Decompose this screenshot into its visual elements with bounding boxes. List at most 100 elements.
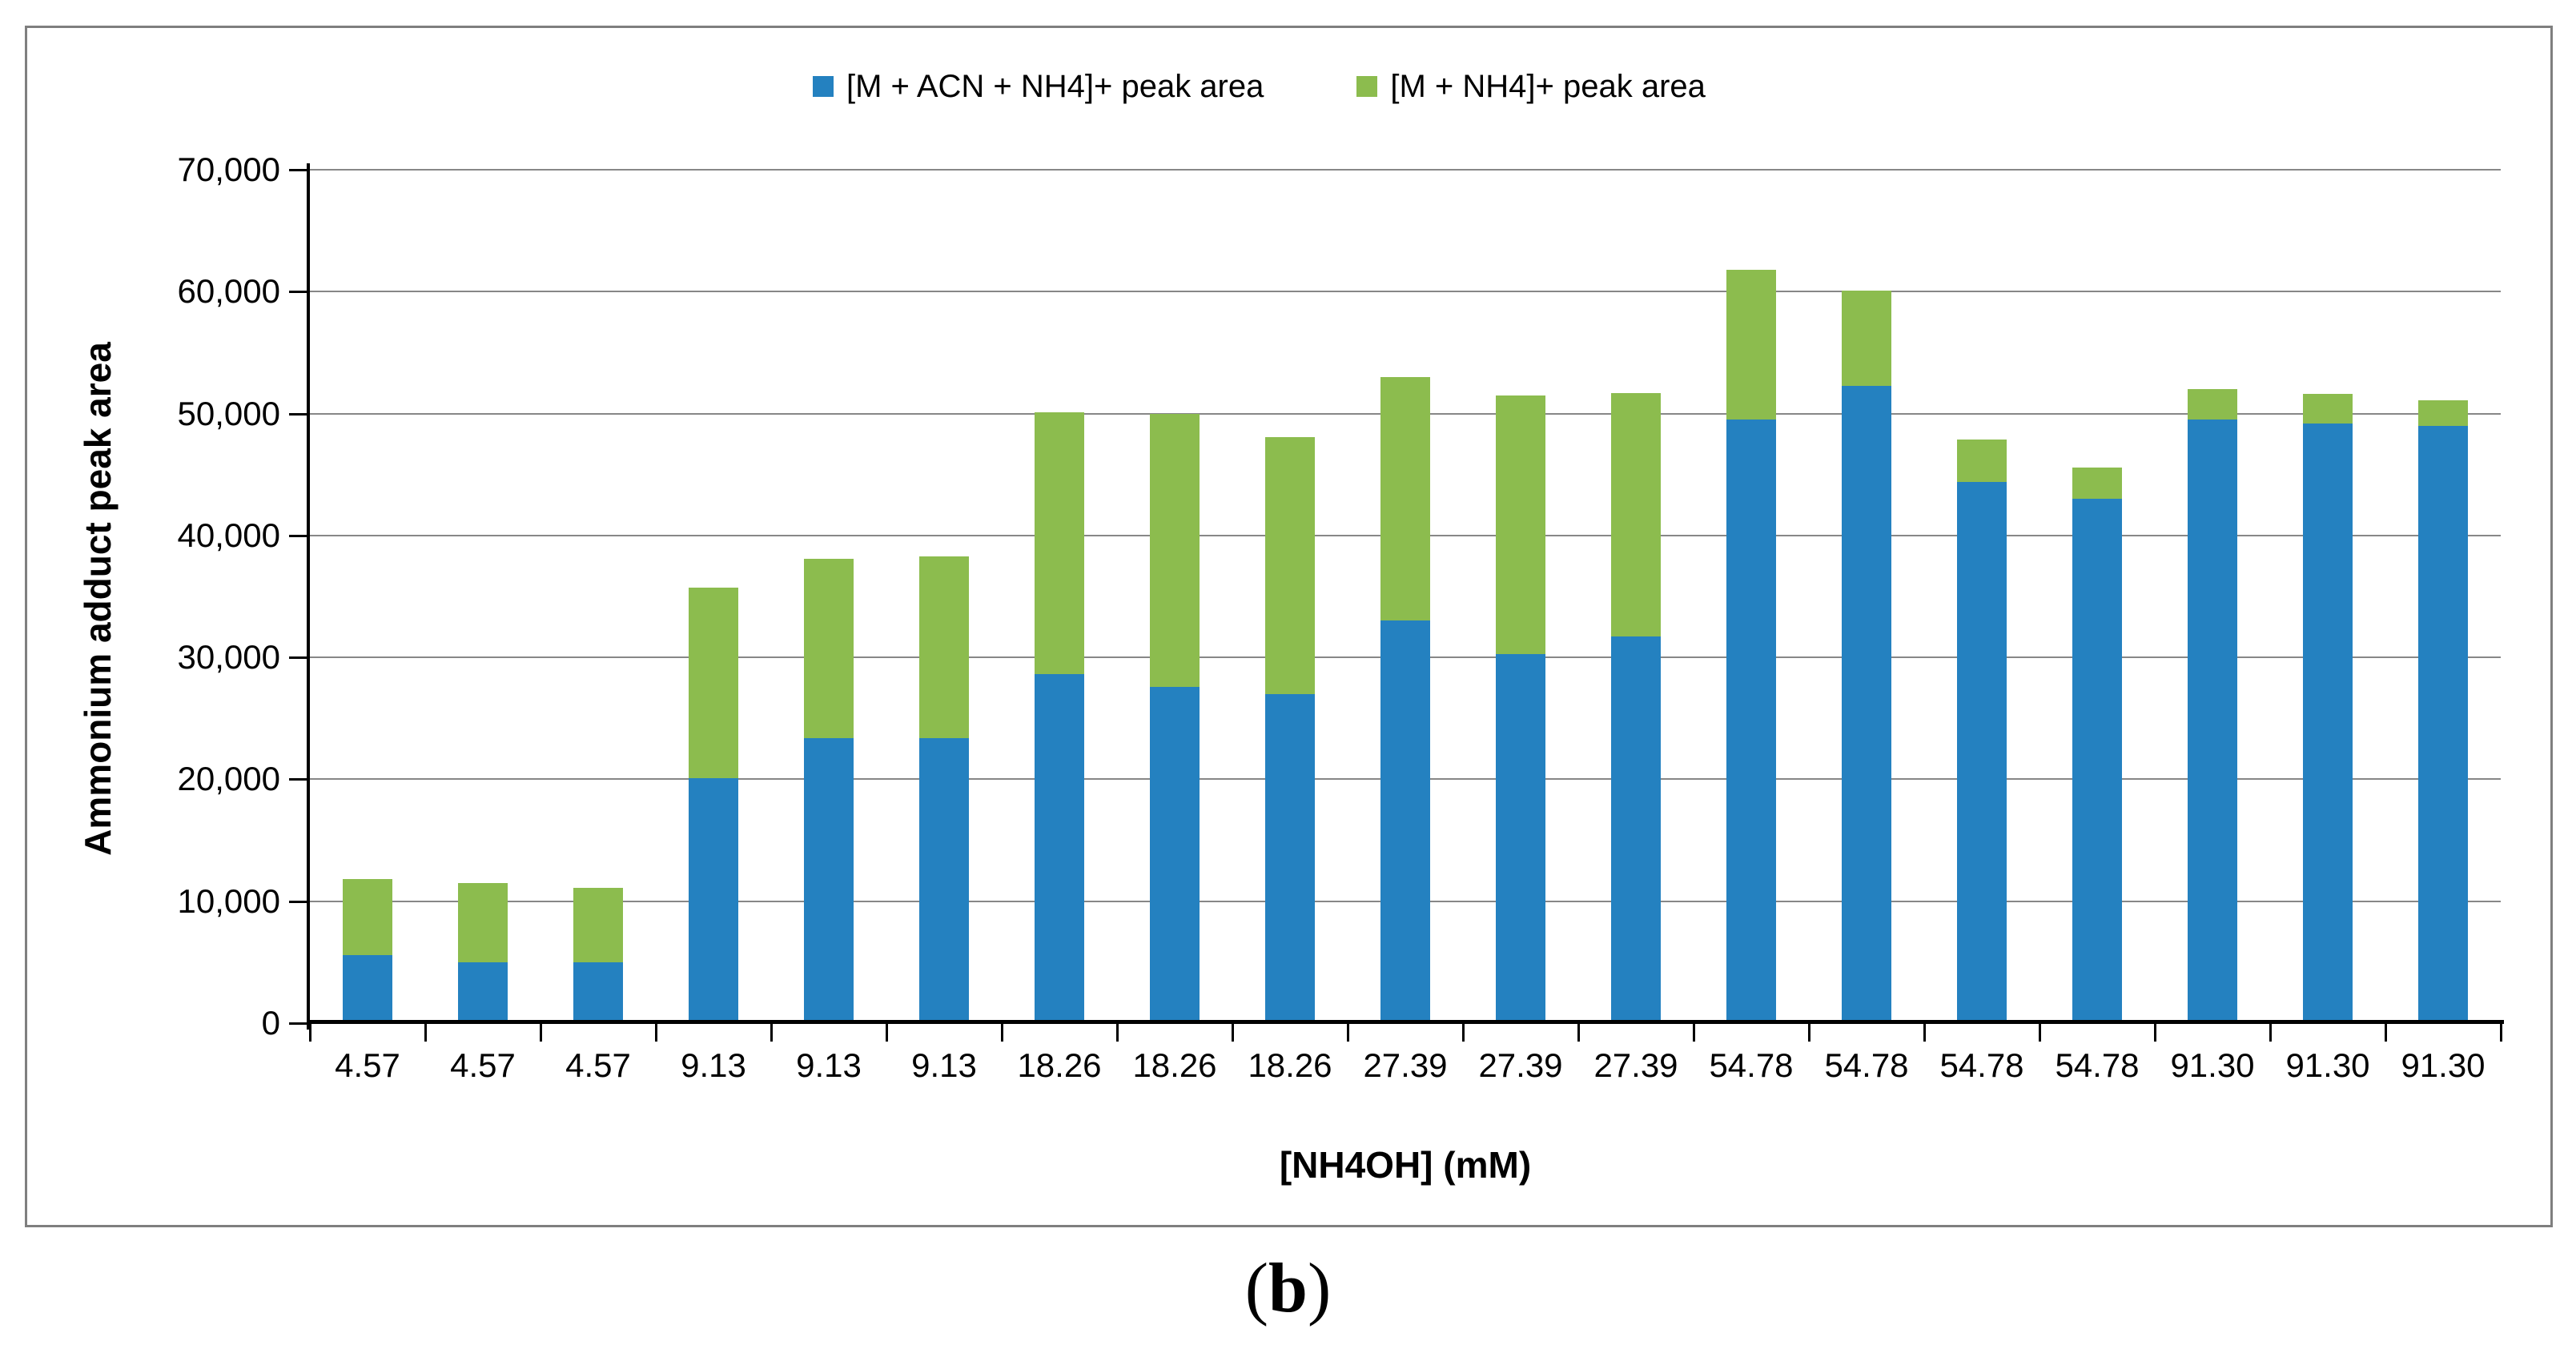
x-category-label: 4.57 xyxy=(335,1046,400,1084)
x-axis-tick xyxy=(424,1022,427,1042)
y-axis-tick xyxy=(289,900,310,903)
x-axis-tick xyxy=(309,1022,311,1042)
bar-segment-nh4 xyxy=(1957,439,2007,482)
y-tick-label: 70,000 xyxy=(177,151,280,188)
x-axis-line xyxy=(307,1020,2504,1024)
y-tick-label: 0 xyxy=(261,1004,280,1042)
x-axis-tick xyxy=(1808,1022,1810,1042)
x-axis-tick xyxy=(2269,1022,2272,1042)
x-axis-tick xyxy=(1923,1022,1926,1042)
x-category-label: 91.30 xyxy=(2401,1046,2486,1084)
bar-segment-acn-nh4 xyxy=(2418,425,2468,1023)
bar-segment-acn-nh4 xyxy=(1842,385,1891,1023)
x-category-label: 91.30 xyxy=(2285,1046,2370,1084)
bar-segment-nh4 xyxy=(1265,436,1315,694)
x-axis-tick xyxy=(2500,1022,2502,1042)
bar-segment-acn-nh4 xyxy=(343,954,392,1023)
y-tick-label: 10,000 xyxy=(177,881,280,920)
caption-letter: b xyxy=(1268,1250,1308,1327)
bar-segment-acn-nh4 xyxy=(1957,481,2007,1023)
legend: [M + ACN + NH4]+ peak area [M + NH4]+ pe… xyxy=(813,67,1706,106)
x-axis-title: [NH4OH] (mM) xyxy=(1279,1144,1532,1186)
bar-segment-acn-nh4 xyxy=(2188,420,2237,1023)
y-axis-tick xyxy=(289,1022,310,1025)
y-gridline xyxy=(310,169,2501,171)
x-axis-tick xyxy=(2385,1022,2387,1042)
bar-segment-nh4 xyxy=(2188,389,2237,420)
plot-area xyxy=(289,163,2504,1042)
x-category-label: 27.39 xyxy=(1593,1046,1678,1084)
y-tick-label: 60,000 xyxy=(177,272,280,311)
bar-segment-nh4 xyxy=(2072,467,2122,500)
x-axis-tick xyxy=(540,1022,542,1042)
x-category-label: 54.78 xyxy=(1709,1046,1794,1084)
y-axis-line xyxy=(307,163,310,1030)
bar-segment-nh4 xyxy=(573,887,623,962)
x-axis-tick xyxy=(1001,1022,1003,1042)
bar-segment-nh4 xyxy=(804,558,854,738)
bar-segment-nh4 xyxy=(1150,413,1200,687)
x-category-label: 54.78 xyxy=(2055,1046,2140,1084)
caption-paren-close: ) xyxy=(1307,1250,1332,1327)
bar-segment-acn-nh4 xyxy=(1150,686,1200,1023)
x-axis-tick xyxy=(1693,1022,1695,1042)
bar-segment-acn-nh4 xyxy=(1726,420,1776,1023)
legend-label-acn-nh4: [M + ACN + NH4]+ peak area xyxy=(846,69,1264,104)
x-axis-tick xyxy=(1347,1022,1349,1042)
bar-segment-acn-nh4 xyxy=(1611,636,1661,1023)
bar-segment-acn-nh4 xyxy=(689,777,738,1023)
legend-swatch-blue-icon xyxy=(813,76,834,97)
x-axis-tick xyxy=(1462,1022,1465,1042)
caption-paren-open: ( xyxy=(1244,1250,1269,1327)
y-tick-label: 40,000 xyxy=(177,516,280,554)
y-axis-tick xyxy=(289,169,310,171)
bar-segment-acn-nh4 xyxy=(573,962,623,1023)
legend-label-nh4: [M + NH4]+ peak area xyxy=(1390,69,1706,104)
y-gridline xyxy=(310,291,2501,293)
bar-segment-acn-nh4 xyxy=(1496,653,1545,1023)
bar-segment-acn-nh4 xyxy=(1265,693,1315,1023)
bar-segment-nh4 xyxy=(1035,412,1084,675)
x-category-label: 54.78 xyxy=(1939,1046,2024,1084)
bar-segment-nh4 xyxy=(919,556,969,738)
y-tick-label: 30,000 xyxy=(177,638,280,676)
bar-segment-acn-nh4 xyxy=(1380,620,1430,1023)
bar-segment-nh4 xyxy=(2303,394,2353,424)
x-axis-tick xyxy=(2039,1022,2041,1042)
bar-segment-nh4 xyxy=(1842,290,1891,386)
y-axis-tick xyxy=(289,291,310,294)
x-category-label: 27.39 xyxy=(1363,1046,1448,1084)
x-axis-tick xyxy=(770,1022,773,1042)
x-category-label: 18.26 xyxy=(1017,1046,1102,1084)
y-tick-label: 20,000 xyxy=(177,760,280,798)
bar-segment-acn-nh4 xyxy=(2303,423,2353,1023)
bar-segment-nh4 xyxy=(1611,392,1661,637)
y-axis-tick xyxy=(289,412,310,416)
legend-item-acn-nh4: [M + ACN + NH4]+ peak area xyxy=(813,67,1264,106)
y-tick-label: 50,000 xyxy=(177,394,280,432)
x-axis-tick xyxy=(1577,1022,1580,1042)
bar-segment-acn-nh4 xyxy=(2072,499,2122,1023)
bar-segment-acn-nh4 xyxy=(804,737,854,1023)
x-category-label: 54.78 xyxy=(1824,1046,1909,1084)
bar-segment-nh4 xyxy=(343,879,392,955)
x-axis-tick xyxy=(655,1022,657,1042)
x-axis-tick xyxy=(1232,1022,1234,1042)
x-category-label: 4.57 xyxy=(450,1046,516,1084)
x-category-label: 9.13 xyxy=(796,1046,862,1084)
y-axis-tick xyxy=(289,656,310,660)
bar-segment-nh4 xyxy=(1496,395,1545,654)
bar-segment-nh4 xyxy=(458,882,508,962)
x-category-label: 4.57 xyxy=(565,1046,631,1084)
x-axis-tick xyxy=(1116,1022,1119,1042)
bar-segment-acn-nh4 xyxy=(919,737,969,1023)
x-category-label: 18.26 xyxy=(1132,1046,1217,1084)
bar-segment-acn-nh4 xyxy=(1035,674,1084,1023)
x-category-label: 27.39 xyxy=(1478,1046,1563,1084)
y-axis-tick xyxy=(289,778,310,781)
x-category-label: 9.13 xyxy=(911,1046,977,1084)
bar-segment-nh4 xyxy=(2418,399,2468,426)
legend-item-nh4: [M + NH4]+ peak area xyxy=(1356,67,1706,106)
bar-segment-nh4 xyxy=(1380,376,1430,621)
